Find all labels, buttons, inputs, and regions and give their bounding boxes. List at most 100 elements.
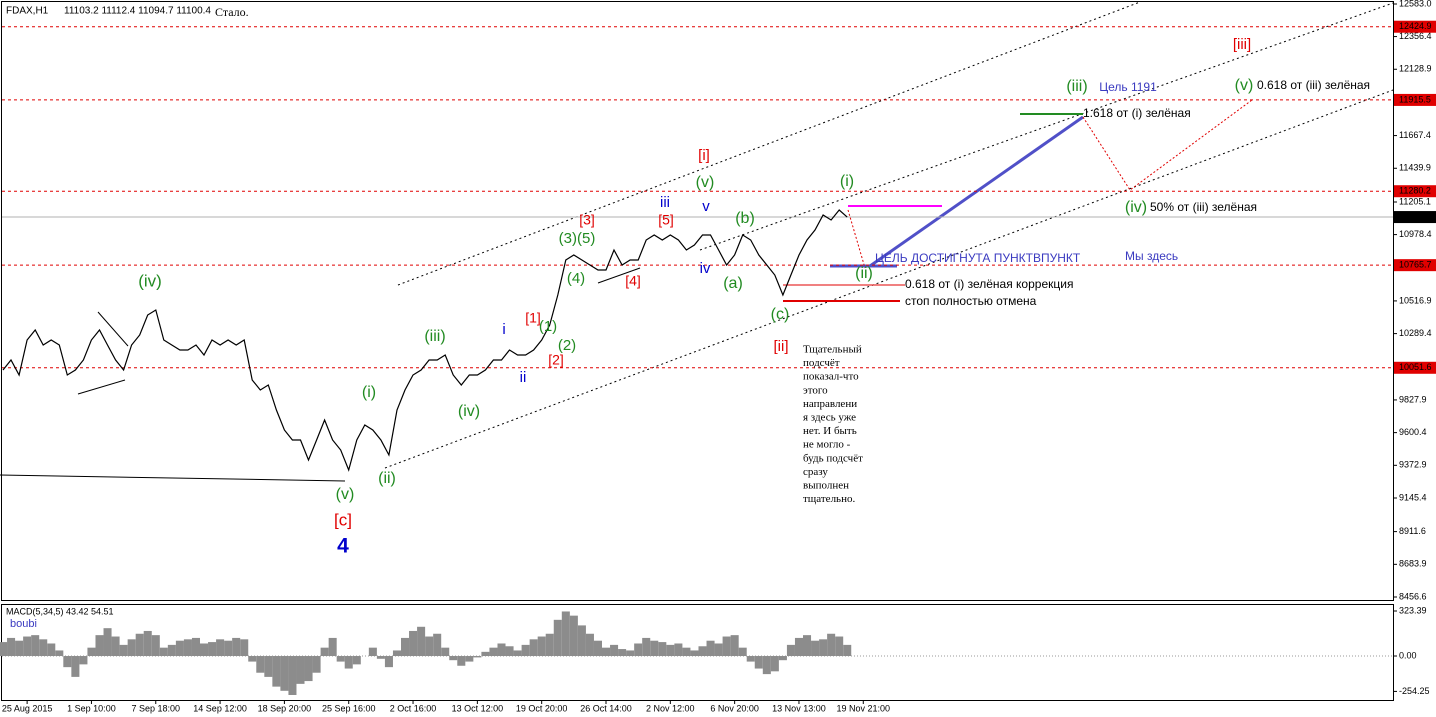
wave-label: ЦЕЛЬ ДОСТИГНУТА ПУНКТВПУНКТ [875,251,1081,265]
macd-bar [457,656,466,666]
comment-line: показал-что [803,371,859,383]
macd-bar [55,650,64,657]
macd-bar [87,647,96,657]
macd-bar [585,633,594,657]
macd-bar [803,635,812,657]
macd-bar [183,639,192,657]
wave-label: (iv) [1125,199,1147,216]
macd-bar [537,636,546,657]
macd-bar [722,636,731,657]
macd-bar [545,633,554,657]
wave-label: (1) [539,318,557,335]
comment-line: подсчёт [803,357,840,369]
x-tick-label: 25 Sep 16:00 [322,703,376,713]
macd-bar [650,640,659,657]
macd-bar [248,656,257,662]
comment-line: тщательно. [803,493,855,505]
macd-bar [666,644,675,657]
wave-label: (iv) [138,271,162,290]
macd-bar [264,656,273,677]
macd-bar [489,647,498,657]
macd-bar [602,647,611,657]
wave-label: [1] [525,310,541,326]
macd-bar [312,656,321,673]
x-tick-label: 18 Sep 20:00 [258,703,312,713]
comment-line: Тщательный [803,344,862,356]
macd-bar [119,644,128,657]
x-tick-label: 2 Nov 12:00 [646,703,695,713]
macd-bar [47,643,56,657]
macd-bar [569,615,578,657]
macd-bar [159,647,168,657]
level-box [1394,361,1436,374]
level-label: 10765.7 [1399,260,1432,270]
macd-title: MACD(5,34,5) 43.42 54.51 [6,606,114,616]
comment-line: выполнен [803,480,849,492]
macd-bar [0,642,8,657]
y-tick-label: -254.25 [1399,686,1430,696]
symbol: FDAX,H1 [6,6,49,17]
macd-bar [328,637,337,657]
comment-line: сразу [803,466,828,478]
comment-line: не могло - [803,439,851,451]
macd-bar [288,656,297,695]
wave-label: (v) [1235,77,1254,94]
macd-bar [7,637,16,657]
macd-bar [786,644,795,657]
macd-bar [95,635,104,657]
macd-bar [497,643,506,657]
y-tick-label: 12128.9 [1399,64,1432,74]
y-tick-label: 8456.6 [1399,591,1427,601]
wave-label: (ii) [855,265,873,282]
macd-bar [15,640,24,657]
y-tick-label: 323.39 [1399,605,1427,615]
wave-label: (i) [362,384,376,401]
macd-bar [296,656,305,684]
wave-label: Мы здесь [1125,249,1178,263]
channel-lines [384,1,1394,469]
wave-label: (2) [558,337,576,354]
wave-label: [c] [334,510,352,529]
wave-label: 4 [337,535,349,558]
x-tick-label: 14 Sep 12:00 [193,703,247,713]
wave-label: (i) [840,173,854,190]
comment-line: направлени [803,398,857,410]
note: Стало. [215,5,249,19]
wave-label: (v) [336,486,355,503]
macd-bar [634,643,643,657]
macd-bar [473,656,482,658]
macd-bar [191,637,200,657]
macd-bar [794,637,803,657]
x-tick-label: 25 Aug 2015 [2,703,53,713]
macd-bar [31,635,40,657]
macd-bar [232,637,241,657]
wave-label: (ii) [378,470,396,487]
macd-bar [811,640,820,657]
macd-bar [63,656,72,668]
macd-bar [336,656,345,662]
wave-label: (3)(5) [559,230,596,247]
wave-label: (b) [735,210,755,227]
macd-bar [401,637,410,657]
wave-label: [iii] [1233,36,1251,53]
wave-label: [ii] [774,338,789,355]
macd-bar [577,625,586,657]
macd-bar [167,644,176,657]
macd-bar [441,647,450,657]
macd-bar [449,656,458,661]
macd-bar [368,647,377,657]
macd-bar [778,656,787,661]
level-box [1394,185,1436,198]
comment-line: я здесь уже [803,412,856,424]
wave-label: 0.618 от (i) зелёная коррекция [905,277,1073,291]
y-tick-label: 10978.4 [1399,229,1432,239]
level-box [1394,259,1436,272]
macd-bar [529,639,538,657]
trend-line [597,267,641,284]
macd-bar [71,656,80,677]
wave-label: [i] [698,147,710,164]
level-label: 10051.6 [1399,362,1432,372]
y-tick-label: 9372.9 [1399,460,1427,470]
